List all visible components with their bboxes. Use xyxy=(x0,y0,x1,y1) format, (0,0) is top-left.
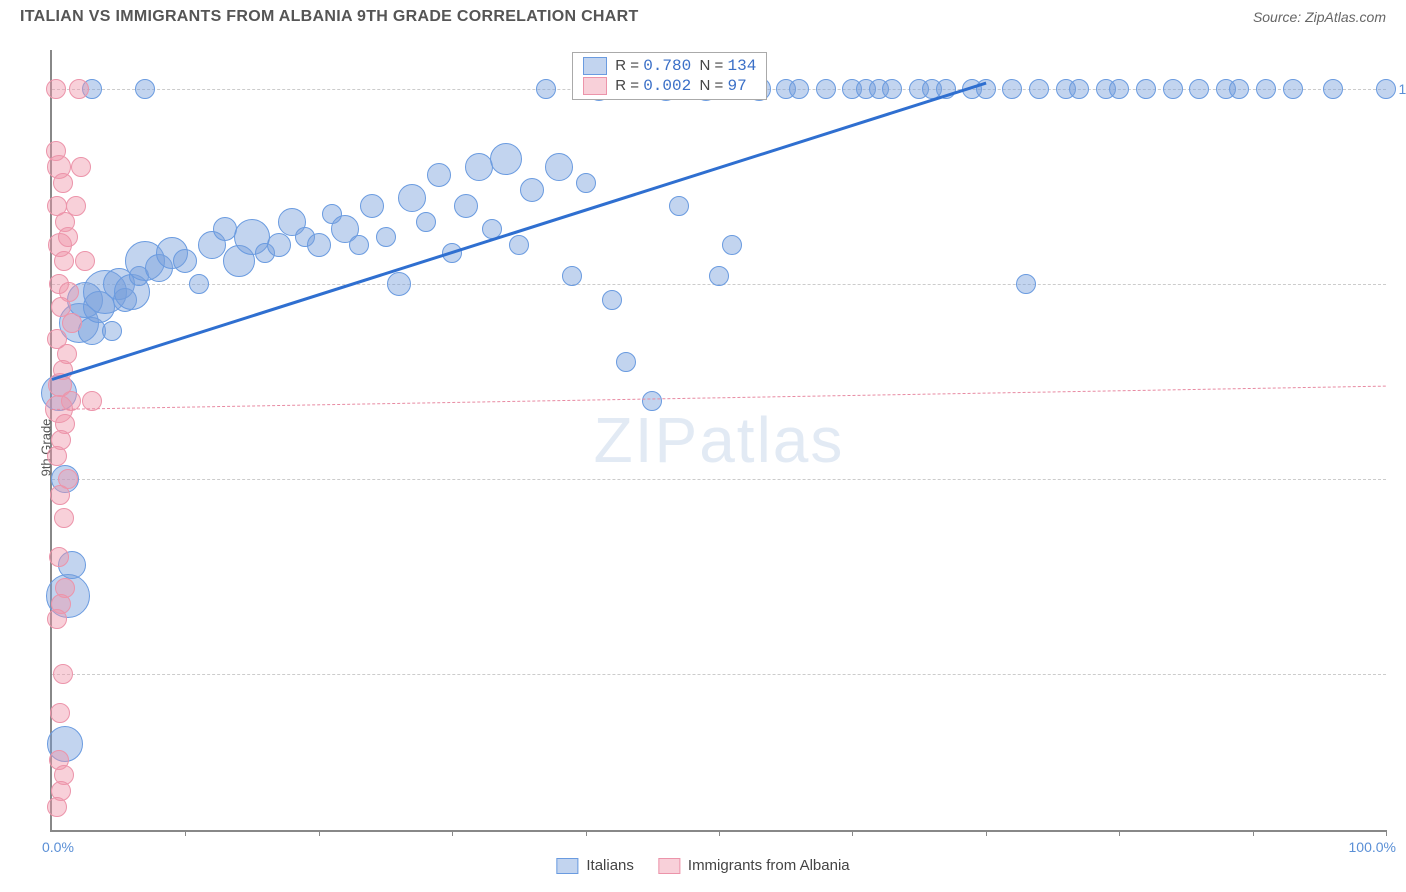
data-point xyxy=(1256,79,1276,99)
x-tick xyxy=(986,830,987,836)
legend-swatch xyxy=(658,858,680,874)
data-point xyxy=(882,79,902,99)
data-point xyxy=(616,352,636,372)
header: ITALIAN VS IMMIGRANTS FROM ALBANIA 9TH G… xyxy=(0,0,1406,30)
data-point xyxy=(490,143,522,175)
x-tick xyxy=(586,830,587,836)
data-point xyxy=(62,313,82,333)
legend-swatch xyxy=(556,858,578,874)
data-point xyxy=(1069,79,1089,99)
data-point xyxy=(669,196,689,216)
data-point xyxy=(47,609,67,629)
correlation-legend: R = 0.780 N = 134 R = 0.002 N = 97 xyxy=(572,52,767,100)
data-point xyxy=(545,153,573,181)
data-point xyxy=(454,194,478,218)
x-tick xyxy=(852,830,853,836)
legend-swatch xyxy=(583,57,607,75)
data-point xyxy=(1002,79,1022,99)
data-point xyxy=(398,184,426,212)
data-point xyxy=(387,272,411,296)
data-point xyxy=(46,79,66,99)
trendline xyxy=(52,385,1386,409)
x-axis-min-label: 0.0% xyxy=(42,839,74,855)
scatter-chart: 9th Grade ZIPatlas 0.0% 100.0% 92.5%95.0… xyxy=(50,50,1386,832)
data-point xyxy=(602,290,622,310)
gridline xyxy=(52,674,1386,675)
data-point xyxy=(47,446,67,466)
x-tick xyxy=(1253,830,1254,836)
legend-row: R = 0.780 N = 134 xyxy=(583,57,756,75)
data-point xyxy=(520,178,544,202)
data-point xyxy=(1376,79,1396,99)
data-point xyxy=(189,274,209,294)
legend-row: R = 0.002 N = 97 xyxy=(583,77,756,95)
data-point xyxy=(71,157,91,177)
data-point xyxy=(75,251,95,271)
data-point xyxy=(1109,79,1129,99)
data-point xyxy=(173,249,197,273)
x-tick xyxy=(719,830,720,836)
legend-swatch xyxy=(583,77,607,95)
gridline xyxy=(52,479,1386,480)
data-point xyxy=(1163,79,1183,99)
x-tick xyxy=(185,830,186,836)
x-tick xyxy=(452,830,453,836)
data-point xyxy=(349,235,369,255)
data-point xyxy=(66,196,86,216)
legend-label: Italians xyxy=(586,857,634,874)
data-point xyxy=(47,797,67,817)
data-point xyxy=(58,227,78,247)
data-point xyxy=(360,194,384,218)
data-point xyxy=(642,391,662,411)
y-tick-label: 97.5% xyxy=(1391,276,1406,292)
data-point xyxy=(50,485,70,505)
x-tick xyxy=(1119,830,1120,836)
data-point xyxy=(69,79,89,99)
data-point xyxy=(135,79,155,99)
data-point xyxy=(1229,79,1249,99)
data-point xyxy=(427,163,451,187)
data-point xyxy=(1016,274,1036,294)
y-tick-label: 92.5% xyxy=(1391,666,1406,682)
x-axis-max-label: 100.0% xyxy=(1349,839,1396,855)
bottom-legend: Italians Immigrants from Albania xyxy=(556,857,849,874)
data-point xyxy=(53,173,73,193)
data-point xyxy=(376,227,396,247)
data-point xyxy=(576,173,596,193)
data-point xyxy=(1323,79,1343,99)
data-point xyxy=(307,233,331,257)
data-point xyxy=(976,79,996,99)
chart-title: ITALIAN VS IMMIGRANTS FROM ALBANIA 9TH G… xyxy=(20,8,639,26)
y-tick-label: 95.0% xyxy=(1391,471,1406,487)
data-point xyxy=(1029,79,1049,99)
data-point xyxy=(50,703,70,723)
data-point xyxy=(1189,79,1209,99)
watermark: ZIPatlas xyxy=(594,403,845,477)
data-point xyxy=(722,235,742,255)
data-point xyxy=(1136,79,1156,99)
data-point xyxy=(709,266,729,286)
data-point xyxy=(416,212,436,232)
data-point xyxy=(54,508,74,528)
legend-item: Immigrants from Albania xyxy=(658,857,850,874)
data-point xyxy=(1283,79,1303,99)
data-point xyxy=(102,321,122,341)
x-tick xyxy=(319,830,320,836)
data-point xyxy=(509,235,529,255)
source-attribution: Source: ZipAtlas.com xyxy=(1253,9,1386,25)
data-point xyxy=(267,233,291,257)
data-point xyxy=(789,79,809,99)
trendline xyxy=(52,81,987,380)
data-point xyxy=(49,547,69,567)
data-point xyxy=(53,664,73,684)
x-tick xyxy=(1386,830,1387,836)
data-point xyxy=(536,79,556,99)
data-point xyxy=(562,266,582,286)
legend-item: Italians xyxy=(556,857,634,874)
legend-label: Immigrants from Albania xyxy=(688,857,850,874)
data-point xyxy=(816,79,836,99)
data-point xyxy=(54,251,74,271)
